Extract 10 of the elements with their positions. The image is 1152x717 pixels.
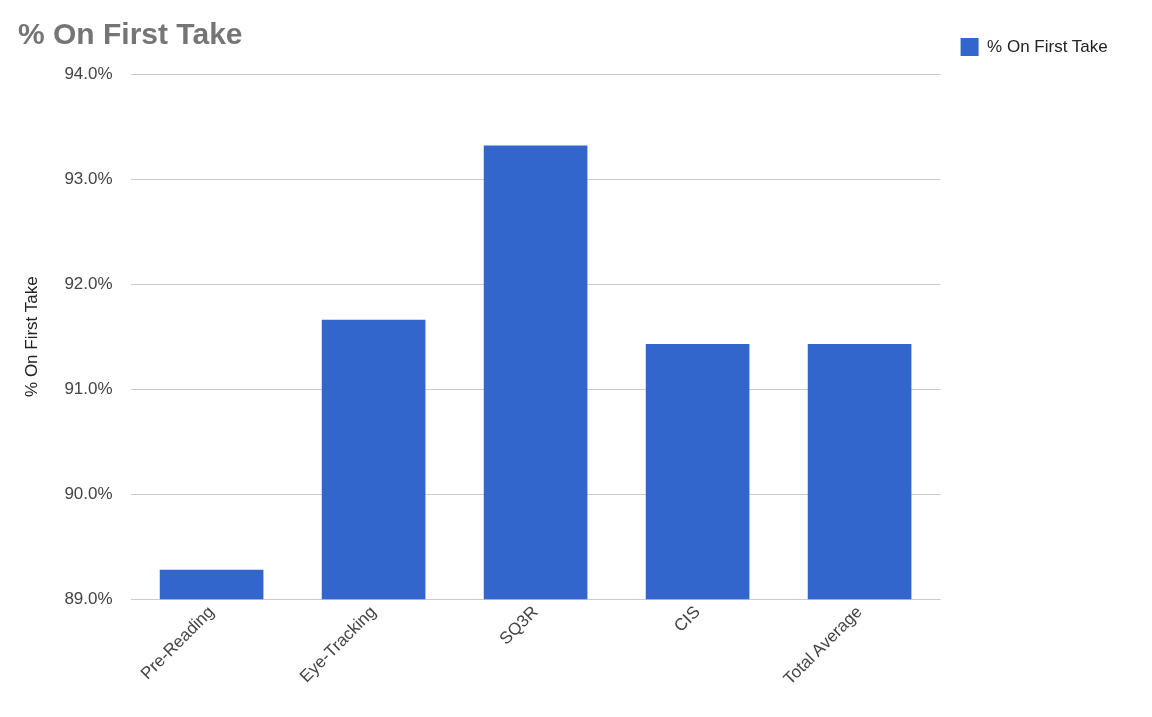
x-tick-label: CIS (670, 602, 704, 636)
y-tick-label: 92.0% (64, 273, 113, 293)
chart-title: % On First Take (18, 17, 243, 51)
y-tick-label: 91.0% (64, 378, 113, 398)
y-tick-label: 94.0% (64, 63, 113, 83)
legend-label: % On First Take (987, 36, 1108, 56)
y-tick-label: 89.0% (64, 588, 113, 608)
y-tick-label: 93.0% (64, 168, 113, 188)
y-tick-label: 90.0% (64, 483, 113, 503)
y-axis-title: % On First Take (21, 276, 41, 397)
